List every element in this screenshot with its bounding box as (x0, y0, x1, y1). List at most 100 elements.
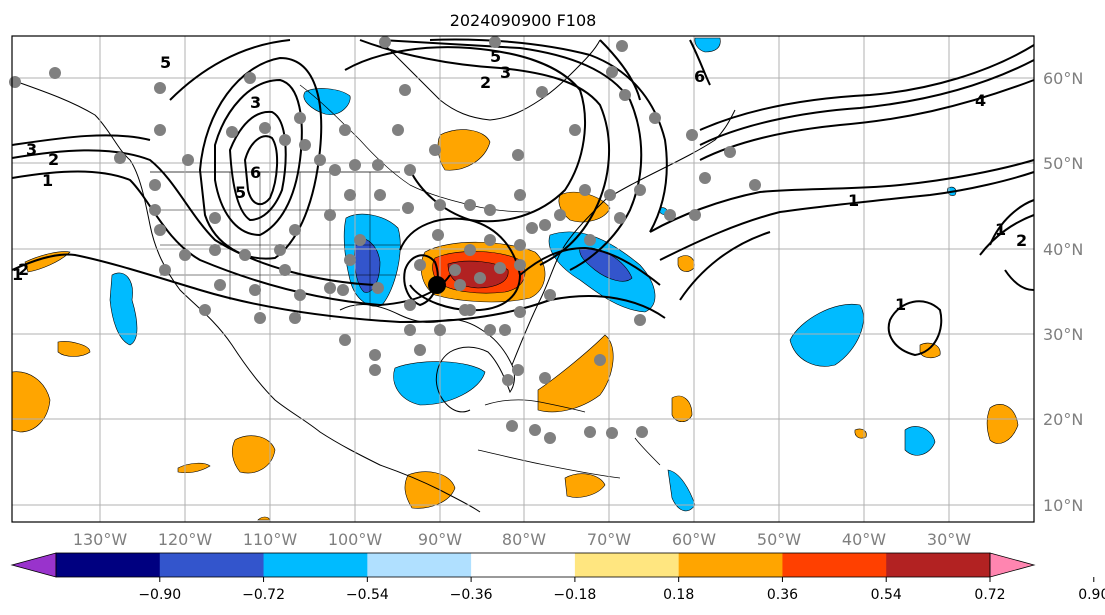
station-dot (182, 154, 194, 166)
lat-tick-label: 30°N (1043, 325, 1083, 344)
contour-label: 1 (12, 265, 23, 284)
storm-center-marker (428, 276, 446, 294)
station-dot (239, 249, 251, 261)
station-dot (649, 112, 661, 124)
station-dot (324, 282, 336, 294)
station-dot (354, 234, 366, 246)
station-dot (289, 224, 301, 236)
station-dot (544, 432, 556, 444)
colorbar-segment (471, 553, 576, 577)
colorbar-extend-low (10, 552, 57, 578)
gridlines (12, 36, 1034, 522)
station-dot (414, 259, 426, 271)
colorbar-extend-high (989, 552, 1036, 578)
station-dot (536, 86, 548, 98)
station-dot (606, 66, 618, 78)
anomaly-blob (677, 255, 695, 272)
station-dot (374, 189, 386, 201)
contour-label: 4 (975, 91, 986, 110)
colorbar-segment (886, 553, 991, 577)
contour-label: 1 (995, 220, 1006, 239)
station-dot (339, 124, 351, 136)
station-dot (432, 229, 444, 241)
station-dot (554, 209, 566, 221)
colorbar-segment (263, 553, 368, 577)
anomaly-blob (57, 341, 91, 357)
station-dot (484, 204, 496, 216)
contour-label: 5 (235, 183, 246, 202)
lat-tick-label: 10°N (1043, 496, 1083, 515)
contour-label: 3 (250, 93, 261, 112)
station-dot (404, 324, 416, 336)
contour-label: 2 (18, 260, 29, 279)
station-dot (154, 82, 166, 94)
anomaly-blob (404, 471, 456, 509)
station-dot (484, 324, 496, 336)
colorbar-tick-label: 0.54 (871, 587, 902, 603)
station-dot (369, 364, 381, 376)
station-dot (724, 146, 736, 158)
anomaly-blob (231, 435, 276, 474)
station-dot (512, 364, 524, 376)
anomaly-blob (919, 342, 941, 359)
station-dot (344, 254, 356, 266)
latitude-axis: 60°N 50°N 40°N 30°N 20°N 10°N (1043, 69, 1083, 515)
station-dot (226, 126, 238, 138)
station-dot (514, 259, 526, 271)
station-dot (544, 289, 556, 301)
station-dot (209, 244, 221, 256)
station-dot (337, 284, 349, 296)
lon-tick-label: 120°W (158, 530, 213, 549)
station-dot (594, 354, 606, 366)
station-dot (369, 349, 381, 361)
station-dot (636, 426, 648, 438)
station-dot (294, 289, 306, 301)
station-dot (209, 212, 221, 224)
station-dot (499, 324, 511, 336)
station-dot (274, 244, 286, 256)
lat-tick-label: 20°N (1043, 410, 1083, 429)
colorbar-tick-label: 0.72 (974, 587, 1005, 603)
station-dot (689, 209, 701, 221)
anomaly-blob (303, 88, 351, 116)
station-dot (616, 40, 628, 52)
station-dot (324, 209, 336, 221)
station-dot (279, 264, 291, 276)
colorbar-tick-label: −0.90 (138, 587, 181, 603)
contour-label: 3 (26, 140, 37, 159)
longitude-axis: 130°W 120°W 110°W 100°W 90°W 80°W 70°W 6… (73, 530, 971, 549)
colorbar-tick-label: −0.54 (346, 587, 389, 603)
station-dot (154, 224, 166, 236)
station-dot (349, 159, 361, 171)
station-dot (514, 306, 526, 318)
contour-label: 5 (490, 47, 501, 66)
map-panel: 1 2 3 5 6 1 2 3 5 6 4 1 1 1 2 2 3 5 (9, 35, 1035, 523)
lon-tick-label: 80°W (502, 530, 546, 549)
station-dot (619, 89, 631, 101)
station-dot (664, 209, 676, 221)
map-frame (11, 35, 1035, 523)
station-dot (634, 314, 646, 326)
contour-label: 1 (42, 171, 53, 190)
station-dot (254, 312, 266, 324)
colorbar-tick-label: −0.18 (553, 587, 596, 603)
station-dot (149, 204, 161, 216)
station-dot (539, 219, 551, 231)
colorbar-segment (678, 553, 783, 577)
station-dot (606, 427, 618, 439)
station-dot (404, 164, 416, 176)
contour-label: 6 (250, 163, 261, 182)
station-dot (399, 84, 411, 96)
station-dot (434, 324, 446, 336)
contour-label: 1 (895, 295, 906, 314)
coastlines (11, 39, 736, 513)
station-dot (299, 139, 311, 151)
station-dot (464, 199, 476, 211)
station-dot (604, 189, 616, 201)
station-dot (429, 144, 441, 156)
station-dot (199, 304, 211, 316)
station-dot (569, 124, 581, 136)
station-dot (404, 299, 416, 311)
lon-tick-label: 130°W (73, 530, 128, 549)
colorbar: −0.90 −0.72 −0.54 −0.36 −0.18 0.18 0.36 0.54 0.7… (10, 552, 1105, 603)
